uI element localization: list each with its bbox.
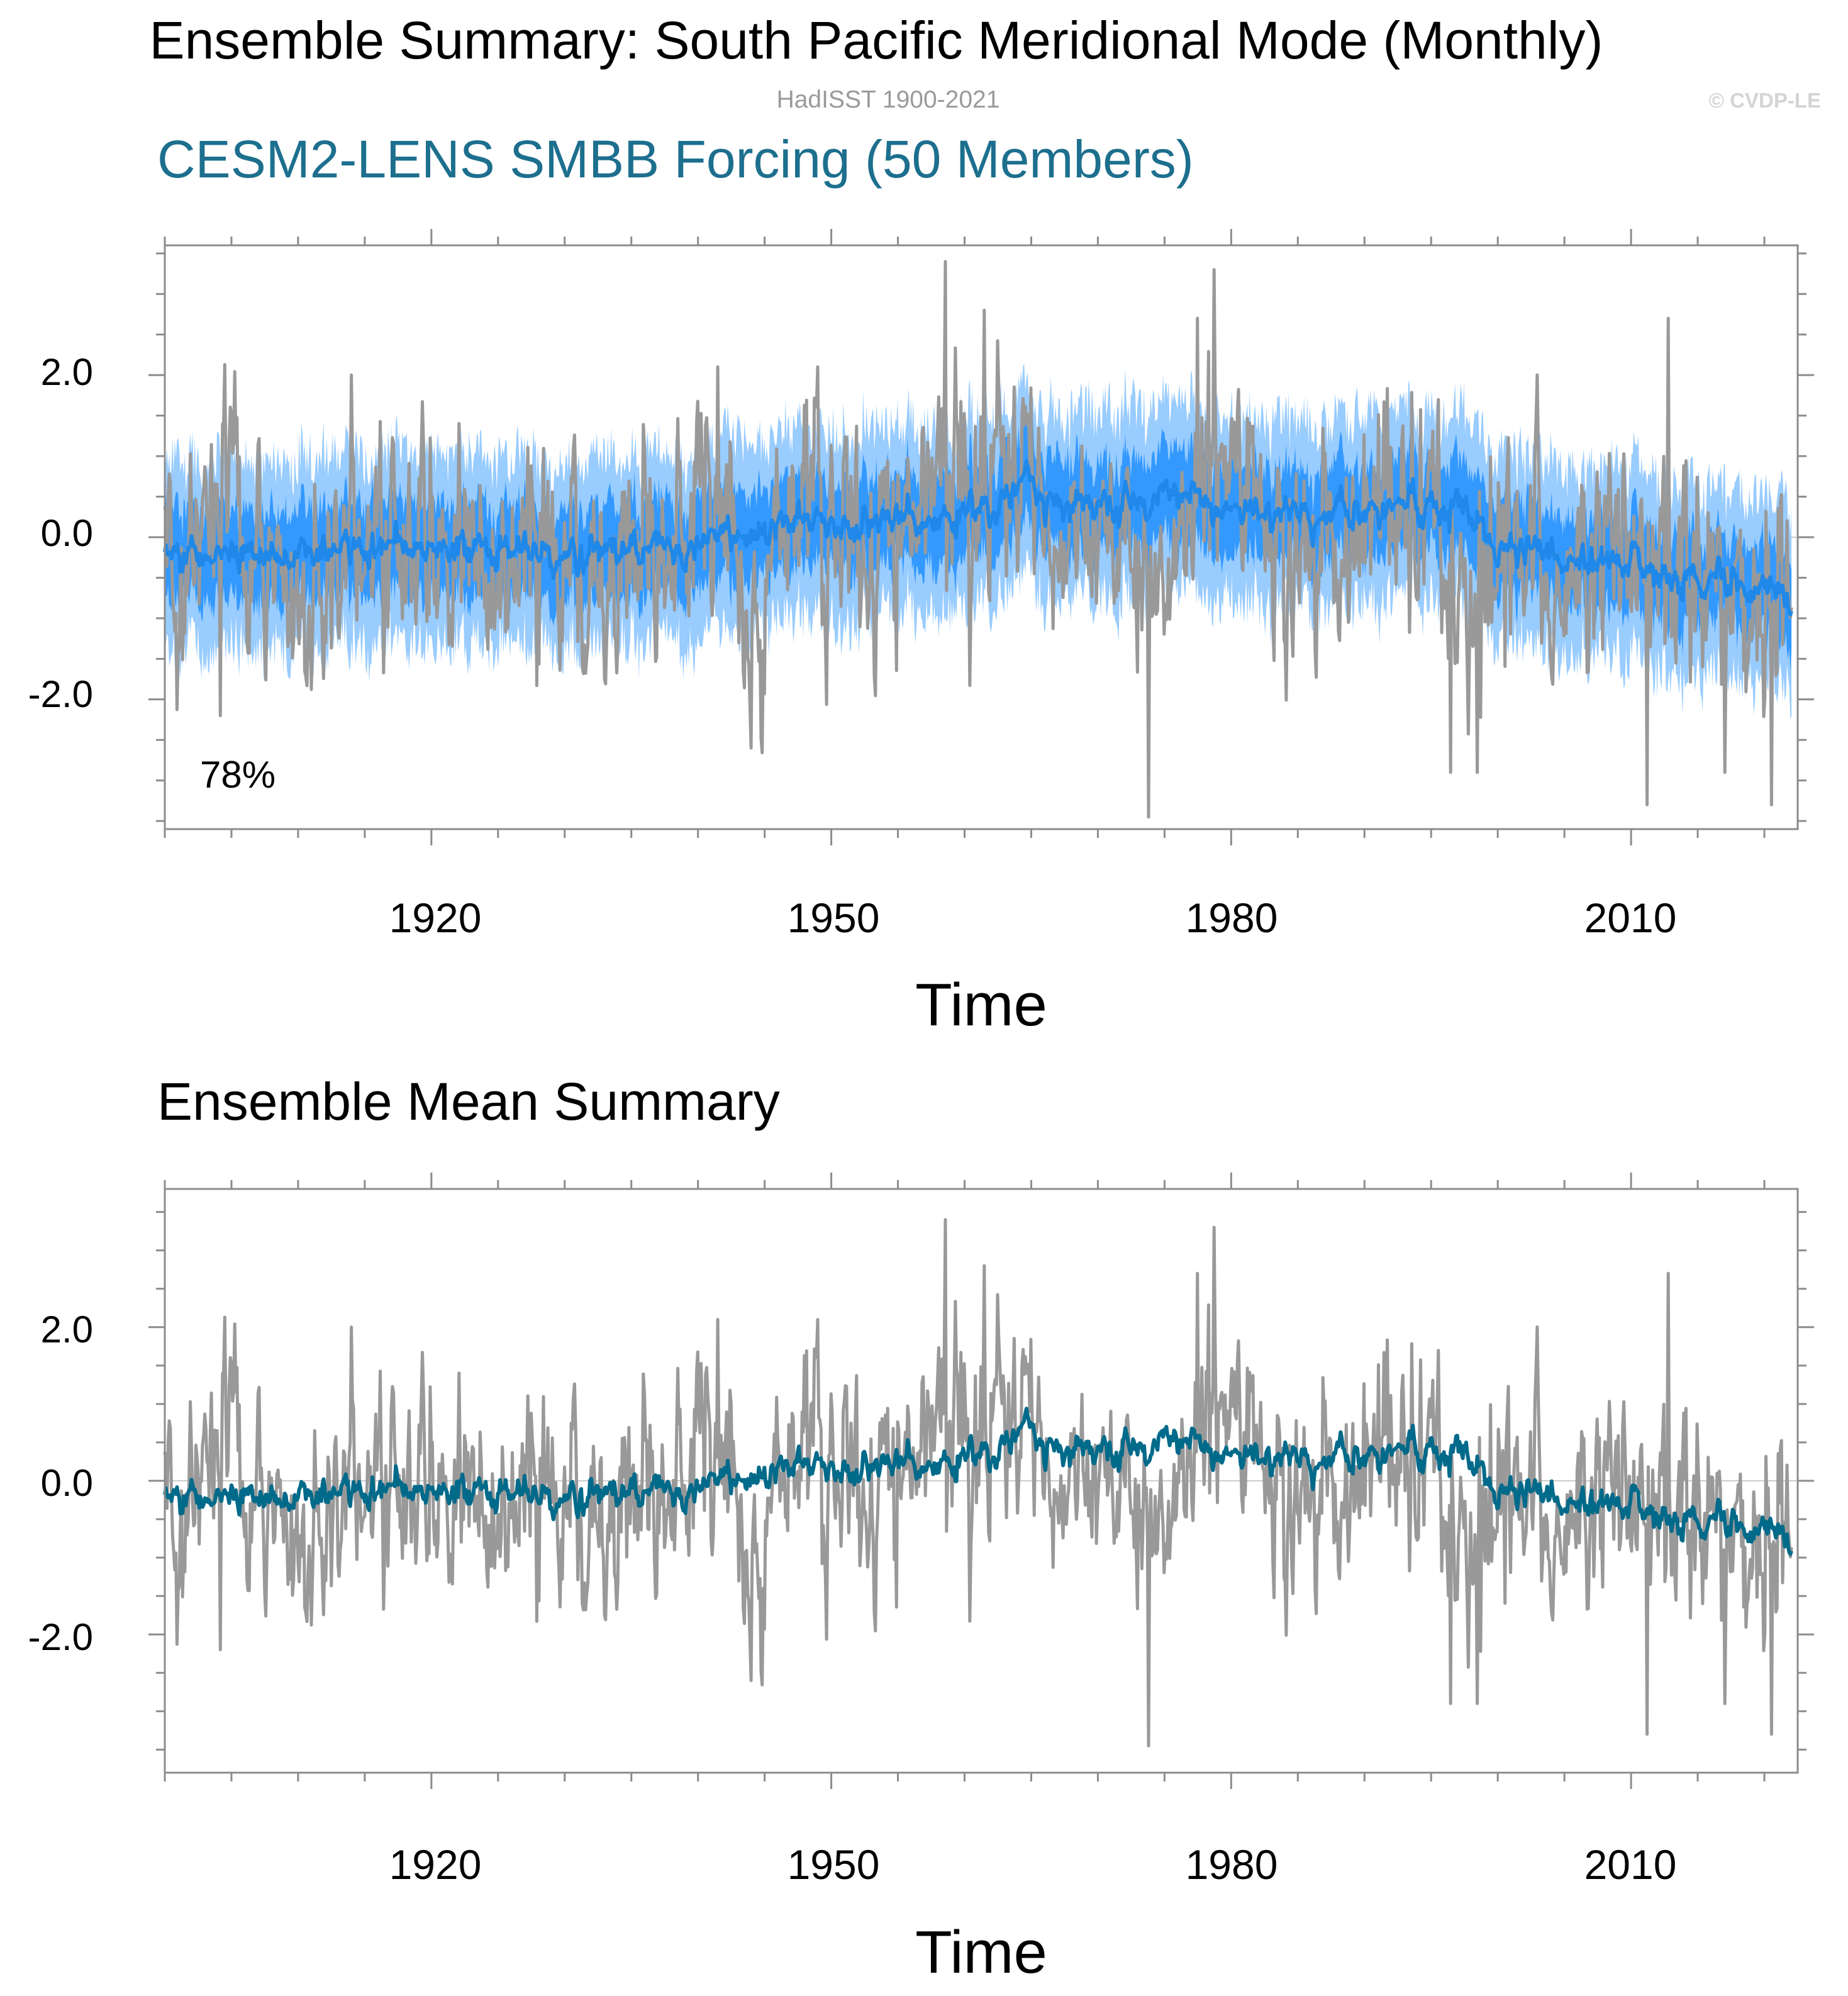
figure-subtitle: HadISST 1900-2021 xyxy=(777,86,1000,113)
panel-bottom-ticks xyxy=(148,1173,1814,1789)
panel-top: CESM2-LENS SMBB Forcing (50 Members) -2.… xyxy=(28,130,1814,1039)
panel-bottom-xtick-label-1980: 1980 xyxy=(1186,1841,1278,1888)
copyright-label: © CVDP-LE xyxy=(1709,89,1821,112)
panel-bottom-ensemble-mean-line xyxy=(163,1407,1793,1556)
panel-top-xlabel: Time xyxy=(915,971,1047,1039)
figure-title: Ensemble Summary: South Pacific Meridion… xyxy=(150,11,1603,70)
panel-bottom-title: Ensemble Mean Summary xyxy=(157,1072,780,1131)
panel-bottom-plot xyxy=(163,1218,1798,1748)
panel-top-title: CESM2-LENS SMBB Forcing (50 Members) xyxy=(157,130,1194,189)
panel-top-ticks xyxy=(148,229,1814,845)
panel-top-ensemble-mean-line xyxy=(163,459,1793,616)
panel-bottom-xlabel: Time xyxy=(915,1919,1047,1986)
panel-bottom: Ensemble Mean Summary -2.0 0.0 2.0 1920 … xyxy=(28,1072,1814,1986)
panel-top-xtick-label-2010: 2010 xyxy=(1584,895,1677,941)
panel-top-plot xyxy=(163,260,1798,819)
panel-bottom-observations-line xyxy=(163,1218,1793,1748)
panel-top-xtick-label-1920: 1920 xyxy=(389,895,482,941)
panel-top-xtick-label-1980: 1980 xyxy=(1186,895,1278,941)
panel-bottom-xtick-label-1920: 1920 xyxy=(389,1841,482,1888)
panel-top-ytick-label-neg2: -2.0 xyxy=(28,673,93,715)
panel-bottom-ytick-label-neg2: -2.0 xyxy=(28,1616,93,1658)
panel-bottom-xtick-label-1950: 1950 xyxy=(788,1841,880,1888)
panel-top-annotation-percent: 78% xyxy=(200,754,276,796)
panel-bottom-ytick-label-2: 2.0 xyxy=(41,1308,93,1351)
panel-bottom-xtick-label-2010: 2010 xyxy=(1584,1841,1677,1888)
panel-top-xtick-label-1950: 1950 xyxy=(788,895,880,941)
panel-bottom-ytick-label-0: 0.0 xyxy=(41,1462,93,1504)
panel-top-ytick-label-0: 0.0 xyxy=(41,512,93,554)
panel-top-ytick-label-2: 2.0 xyxy=(41,351,93,393)
